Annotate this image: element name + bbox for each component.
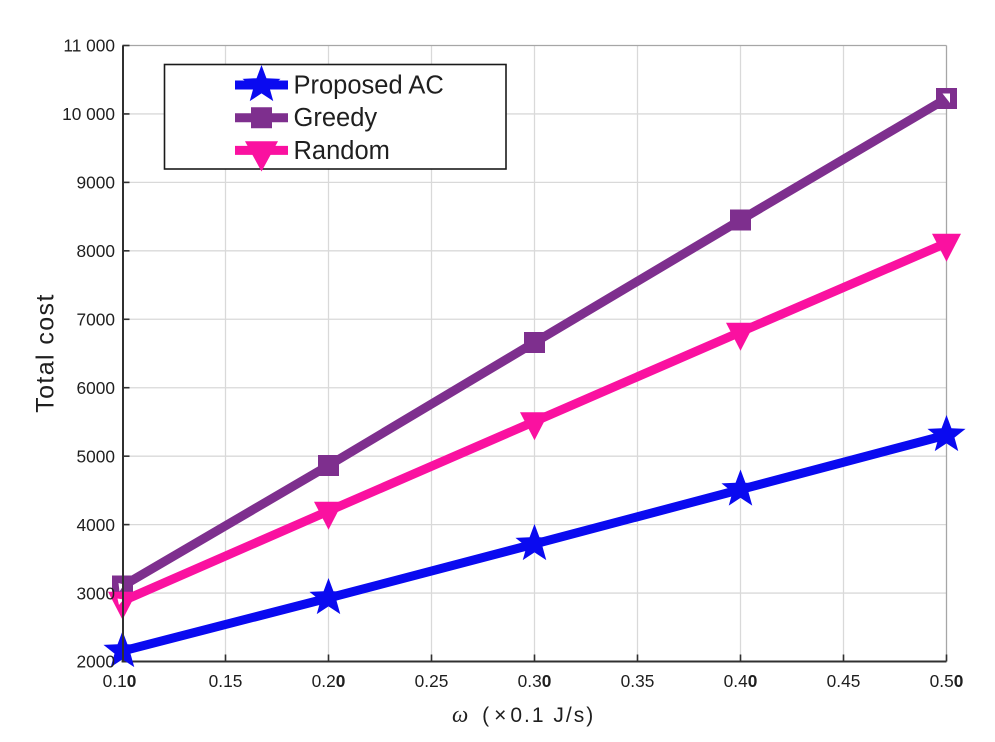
svg-text:0.50: 0.50	[930, 671, 964, 691]
svg-text:11 000: 11 000	[63, 36, 115, 56]
svg-text:8000: 8000	[77, 241, 115, 261]
svg-text:5000: 5000	[77, 446, 115, 466]
svg-text:3000: 3000	[77, 583, 115, 603]
svg-text:4000: 4000	[77, 515, 115, 535]
svg-text:2000: 2000	[77, 652, 115, 672]
svg-text:0.40: 0.40	[724, 671, 758, 691]
svg-text:7000: 7000	[77, 310, 115, 330]
svg-text:0.45: 0.45	[827, 671, 861, 691]
svg-text:Greedy: Greedy	[294, 104, 378, 132]
svg-text:0.10: 0.10	[103, 671, 137, 691]
svg-text:ω (×0.1 J/s): ω (×0.1 J/s)	[452, 702, 595, 727]
svg-text:0.20: 0.20	[312, 671, 346, 691]
svg-text:0.30: 0.30	[518, 671, 552, 691]
svg-text:Proposed AC: Proposed AC	[294, 71, 444, 99]
svg-text:0.15: 0.15	[209, 671, 243, 691]
svg-text:Total cost: Total cost	[32, 293, 60, 413]
svg-text:9000: 9000	[77, 173, 115, 193]
svg-text:Random: Random	[294, 137, 390, 165]
svg-text:6000: 6000	[77, 378, 115, 398]
svg-text:0.25: 0.25	[415, 671, 449, 691]
svg-text:0.35: 0.35	[621, 671, 655, 691]
svg-text:10 000: 10 000	[62, 104, 115, 124]
